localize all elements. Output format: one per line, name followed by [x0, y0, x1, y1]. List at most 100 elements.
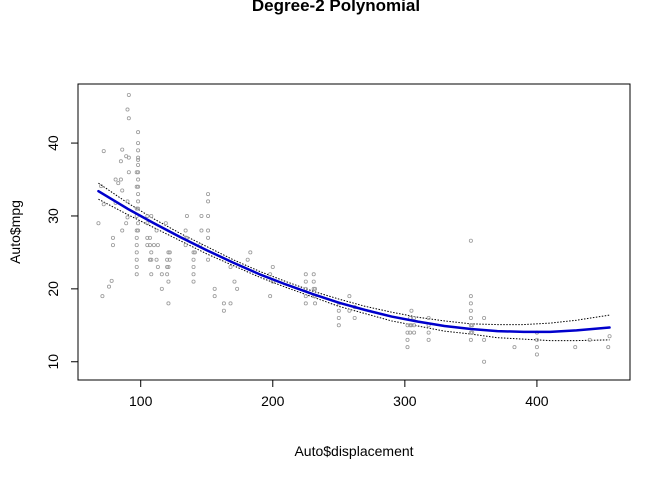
data-point	[126, 155, 131, 160]
data-point	[405, 323, 410, 328]
data-point	[409, 308, 414, 313]
data-point	[303, 279, 308, 284]
lower-confidence-band	[98, 198, 610, 342]
data-point	[468, 330, 473, 335]
data-point	[221, 308, 226, 313]
data-point	[191, 250, 196, 255]
data-point	[573, 345, 578, 350]
data-point	[191, 272, 196, 277]
data-point	[468, 308, 473, 313]
data-point	[100, 294, 105, 299]
data-point	[134, 272, 139, 277]
chart-title: Degree-2 Polynomial	[252, 0, 420, 15]
data-point	[468, 238, 473, 243]
data-point	[183, 228, 188, 233]
data-point	[606, 345, 611, 350]
data-point	[405, 345, 410, 350]
x-tick-label: 200	[261, 393, 285, 409]
x-tick-label: 400	[525, 393, 549, 409]
data-point	[245, 257, 250, 262]
data-point	[145, 213, 150, 218]
plot-frame	[77, 83, 631, 381]
y-tick-label: 10	[45, 354, 61, 370]
data-point	[126, 116, 131, 121]
data-point	[110, 235, 115, 240]
data-point	[313, 301, 318, 306]
data-point	[154, 228, 159, 233]
data-point	[482, 316, 487, 321]
data-point	[136, 141, 141, 146]
data-point	[124, 221, 129, 226]
data-point	[136, 130, 141, 135]
y-tick-label: 40	[45, 135, 61, 151]
data-point	[113, 177, 118, 182]
data-point	[426, 316, 431, 321]
data-point	[482, 337, 487, 342]
data-point	[311, 286, 316, 291]
data-point	[409, 323, 414, 328]
data-point	[192, 250, 197, 255]
data-point	[191, 257, 196, 262]
data-point	[134, 206, 139, 211]
data-point	[347, 308, 352, 313]
data-point	[228, 301, 233, 306]
data-point	[270, 264, 275, 269]
data-point	[147, 235, 152, 240]
data-point	[136, 206, 141, 211]
data-point	[136, 221, 141, 226]
x-axis-label: Auto$displacement	[294, 443, 413, 459]
data-point	[136, 170, 141, 175]
data-point	[101, 149, 106, 154]
data-point	[167, 257, 172, 262]
data-point	[534, 345, 539, 350]
data-point	[313, 286, 318, 291]
data-point	[482, 359, 487, 364]
y-axis: 10 20 30 40	[45, 135, 79, 370]
data-point	[125, 107, 130, 112]
data-point	[165, 264, 170, 269]
data-point	[212, 286, 217, 291]
data-point	[206, 199, 211, 204]
data-point	[183, 243, 188, 248]
data-point	[206, 192, 211, 197]
data-point	[408, 330, 413, 335]
data-point	[534, 337, 539, 342]
data-point	[206, 213, 211, 218]
data-point	[206, 257, 211, 262]
data-point	[405, 337, 410, 342]
data-point	[149, 272, 154, 277]
data-point	[167, 250, 172, 255]
data-point	[134, 243, 139, 248]
data-point	[426, 330, 431, 335]
data-point	[125, 199, 130, 204]
data-points-layer	[96, 92, 612, 364]
data-point	[166, 250, 171, 255]
data-point	[191, 264, 196, 269]
data-point	[587, 337, 592, 342]
data-point	[145, 221, 150, 226]
data-point	[408, 323, 413, 328]
data-point	[118, 159, 123, 164]
data-point	[136, 192, 141, 197]
data-point	[134, 250, 139, 255]
data-point	[99, 184, 104, 189]
data-point	[165, 272, 170, 277]
data-point	[228, 264, 233, 269]
data-point	[212, 294, 217, 299]
data-point	[512, 345, 517, 350]
data-point	[336, 323, 341, 328]
data-point	[116, 181, 121, 186]
data-point	[166, 301, 171, 306]
data-point	[163, 221, 168, 226]
data-point	[468, 323, 473, 328]
data-point	[147, 243, 152, 248]
data-point	[311, 279, 316, 284]
data-point	[145, 235, 150, 240]
fit-line	[97, 189, 611, 334]
data-point	[184, 213, 189, 218]
data-point	[199, 228, 204, 233]
x-axis: 100 200 300 400	[129, 379, 549, 409]
x-tick-label: 100	[129, 393, 153, 409]
data-point	[134, 257, 139, 262]
